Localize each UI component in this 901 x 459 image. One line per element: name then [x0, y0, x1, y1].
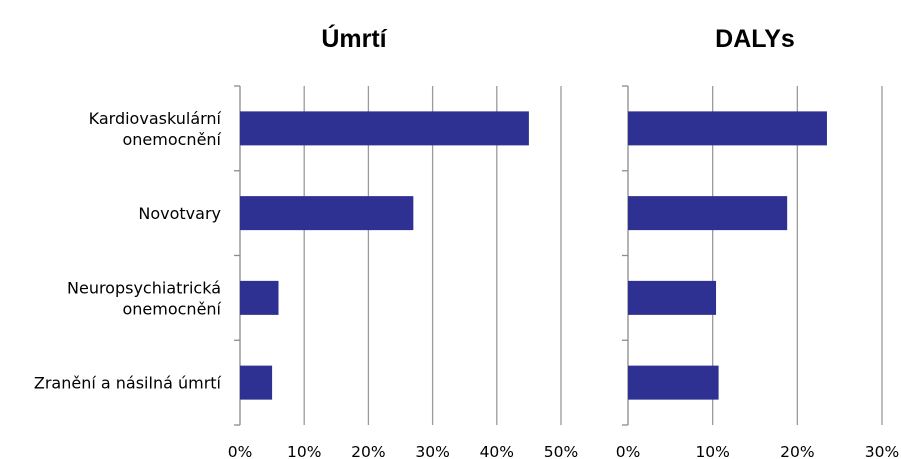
bar: [240, 280, 279, 315]
x-tick-label: 20%: [780, 443, 814, 459]
bar: [240, 196, 414, 231]
x-tick-label: 20%: [351, 443, 385, 459]
bar: [628, 111, 827, 146]
bar: [240, 365, 273, 400]
x-tick-label: 30%: [865, 443, 899, 459]
x-tick-label: 0%: [616, 443, 641, 459]
chart-title: DALYs: [715, 25, 795, 53]
x-tick-label: 40%: [480, 443, 514, 459]
category-label: Zranění a násilná úmrtí: [34, 374, 222, 393]
x-tick-label: 50%: [544, 443, 578, 459]
bar: [628, 280, 717, 315]
category-label: Novotvary: [138, 204, 221, 223]
bar: [628, 196, 788, 231]
x-tick-label: 10%: [695, 443, 729, 459]
chart-title: Úmrtí: [321, 23, 387, 53]
x-tick-label: 10%: [287, 443, 321, 459]
category-label: Kardiovaskulární onemocnění: [89, 109, 222, 149]
x-tick-label: 0%: [228, 443, 253, 459]
category-label: Neuropsychiatrická onemocnění: [67, 278, 222, 318]
chart-panel-0: Úmrtí 0% 10% 20% 30% 40% 50% Kardiovaskulární on…: [34, 23, 578, 459]
bar: [628, 365, 719, 400]
x-tick-label: 30%: [415, 443, 449, 459]
bar: [240, 111, 529, 146]
chart-panel-1: DALYs 0% 10% 20% 30%: [616, 25, 900, 459]
